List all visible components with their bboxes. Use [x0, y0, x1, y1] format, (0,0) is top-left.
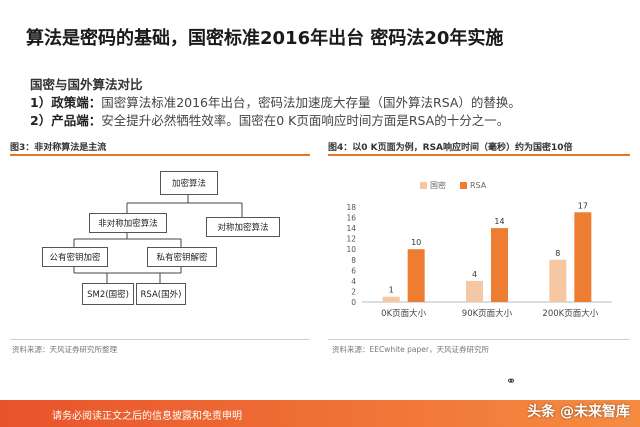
watermark-icon: ⚭	[506, 374, 517, 388]
bar	[549, 259, 567, 302]
x-tick-label: 90K页面大小	[462, 308, 513, 319]
node-public-key: 公有密钥加密	[42, 247, 108, 267]
node-encryption-algorithm: 加密算法	[160, 171, 218, 195]
node-sm2: SM2(国密)	[82, 283, 134, 305]
node-private-key: 私有密钥解密	[147, 247, 217, 267]
legend-label: RSA	[470, 181, 487, 190]
bar	[491, 228, 508, 302]
bar	[382, 296, 400, 302]
data-label: 1	[389, 286, 394, 295]
data-label: 8	[555, 249, 560, 258]
footer-bar: 请务必阅读正文之后的信息披露和免责申明 头条 @未来智库	[0, 400, 640, 427]
y-tick-label: 6	[351, 266, 356, 275]
node-asymmetric: 非对称加密算法	[89, 213, 167, 233]
policy-point: 1）政策端：国密算法标准2016年出台，密码法加速庞大存量（国外算法RSA）的替…	[30, 94, 521, 112]
data-label: 17	[578, 201, 588, 210]
legend-label: 国密	[430, 180, 446, 190]
y-tick-label: 8	[351, 256, 356, 265]
page-title: 算法是密码的基础，国密标准2016年出台 密码法20年实施	[26, 28, 504, 49]
policy-text: 国密算法标准2016年出台，密码法加速庞大存量（国外算法RSA）的替换。	[101, 95, 521, 110]
y-tick-label: 16	[346, 214, 356, 223]
figure4-divider	[328, 339, 630, 340]
x-tick-label: 200K页面大小	[542, 308, 598, 319]
product-point: 2）产品端：安全提升必然牺牲效率。国密在0 K页面响应时间方面是RSA的十分之一…	[30, 112, 521, 130]
data-label: 14	[494, 217, 504, 226]
legend-swatch	[420, 182, 427, 189]
figure4-source: 资料来源：EECwhite paper，天风证券研究所	[332, 345, 489, 354]
figure4-caption: 图4：以0 K页面为例，RSA响应时间（毫秒）约为国密10倍	[328, 140, 630, 156]
comparison-heading: 国密与国外算法对比	[30, 77, 143, 92]
y-tick-label: 18	[346, 203, 356, 212]
y-tick-label: 4	[351, 277, 356, 286]
y-tick-label: 2	[351, 287, 356, 296]
y-tick-label: 0	[351, 298, 356, 307]
figure3-divider	[10, 339, 310, 340]
product-text: 安全提升必然牺牲效率。国密在0 K页面响应时间方面是RSA的十分之一。	[101, 113, 510, 128]
x-tick-label: 0K页面大小	[381, 308, 426, 319]
data-label: 10	[411, 238, 421, 247]
bar	[466, 280, 483, 302]
node-rsa: RSA(国外)	[136, 283, 186, 305]
node-symmetric: 对称加密算法	[206, 217, 280, 237]
data-label: 4	[472, 270, 477, 279]
comparison-block: 国密与国外算法对比 1）政策端：国密算法标准2016年出台，密码法加速庞大存量（…	[30, 76, 521, 130]
footer-disclaimer: 请务必阅读正文之后的信息披露和免责申明	[52, 411, 242, 422]
bar	[574, 212, 592, 302]
figure3-source: 资料来源：天风证券研究所整理	[12, 345, 117, 354]
y-tick-label: 10	[346, 245, 356, 254]
y-tick-label: 12	[346, 235, 356, 244]
figure3-caption: 图3：非对称算法是主流	[10, 140, 310, 156]
product-label: 2）产品端：	[30, 113, 102, 128]
y-tick-label: 14	[346, 224, 356, 233]
policy-label: 1）政策端：	[30, 95, 102, 110]
bar	[407, 249, 425, 302]
legend-swatch	[460, 182, 467, 189]
watermark-text: 头条 @未来智库	[527, 404, 630, 420]
